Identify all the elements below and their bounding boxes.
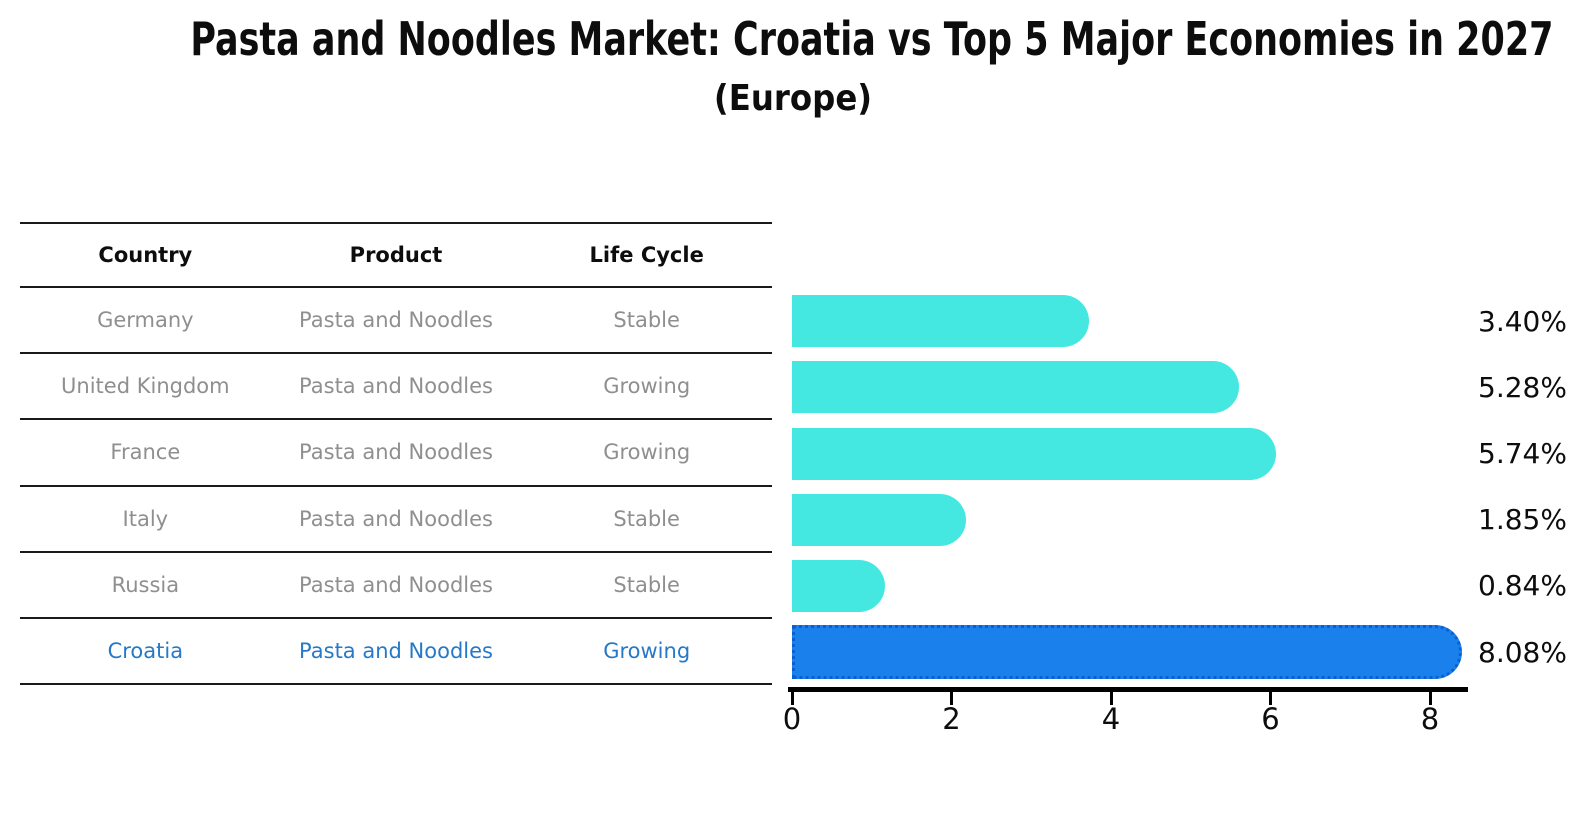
column-header-lifecycle: Life Cycle [589, 243, 704, 267]
product-cell: Pasta and Noodles [299, 308, 493, 333]
bar-germany [792, 295, 1090, 348]
bar-italy [792, 493, 966, 546]
country-cell: Italy [122, 506, 169, 531]
x-axis-tick [950, 692, 953, 705]
product-cell: Pasta and Noodles [299, 639, 493, 664]
column-header-product: Product [349, 243, 443, 267]
table-row-italy: Italy Pasta and Noodles Stable [20, 487, 772, 553]
lifecycle-cell: Stable [613, 308, 680, 333]
lifecycle-cell: Stable [613, 572, 680, 597]
country-cell: France [110, 440, 181, 465]
x-axis-tick-label: 2 [942, 702, 961, 736]
table-header-row: Country Product Life Cycle [20, 222, 772, 288]
table-row-united-kingdom: United Kingdom Pasta and Noodles Growing [20, 354, 772, 421]
lifecycle-cell: Growing [603, 639, 691, 664]
bar-russia [792, 559, 885, 612]
product-cell: Pasta and Noodles [299, 440, 493, 465]
x-axis-tick-label: 6 [1261, 702, 1280, 736]
country-cell: Russia [111, 572, 180, 597]
bar-france [792, 427, 1276, 480]
table-row-germany: Germany Pasta and Noodles Stable [20, 288, 772, 355]
product-cell: Pasta and Noodles [299, 506, 493, 531]
table-row-croatia: Croatia Pasta and Noodles Growing [20, 619, 772, 686]
lifecycle-cell: Stable [613, 506, 680, 531]
column-header-country: Country [98, 243, 193, 267]
bar-united-kingdom [792, 361, 1240, 414]
table-row-france: France Pasta and Noodles Growing [20, 420, 772, 487]
table-row-russia: Russia Pasta and Noodles Stable [20, 553, 772, 619]
x-axis-tick [790, 692, 794, 705]
x-axis-line [788, 687, 1468, 692]
country-cell: Croatia [107, 639, 184, 664]
bar-value-label-united-kingdom: 5.28% [1478, 370, 1567, 404]
lifecycle-cell: Growing [603, 374, 691, 399]
bar-value-label-france: 5.74% [1478, 436, 1567, 470]
country-cell: Germany [97, 308, 194, 333]
x-axis-tick-label: 0 [782, 702, 802, 736]
x-axis-tick-label: 8 [1420, 702, 1440, 736]
x-axis-tick [1269, 692, 1272, 705]
product-cell: Pasta and Noodles [299, 572, 493, 597]
x-axis-tick [1428, 692, 1432, 705]
bar-value-label-russia: 0.84% [1478, 569, 1567, 603]
x-axis-tick [1109, 692, 1113, 705]
bar-croatia [792, 625, 1463, 680]
bar-value-label-croatia: 8.08% [1478, 635, 1567, 669]
bar-value-label-italy: 1.85% [1478, 503, 1567, 537]
product-cell: Pasta and Noodles [299, 374, 493, 399]
chart-title: Pasta and Noodles Market: Croatia vs Top… [190, 12, 1554, 66]
country-cell: United Kingdom [61, 374, 230, 399]
chart-subtitle: (Europe) [713, 78, 873, 119]
bar-value-label-germany: 3.40% [1478, 304, 1567, 338]
x-axis-tick-label: 4 [1101, 702, 1121, 736]
lifecycle-cell: Growing [603, 440, 691, 465]
